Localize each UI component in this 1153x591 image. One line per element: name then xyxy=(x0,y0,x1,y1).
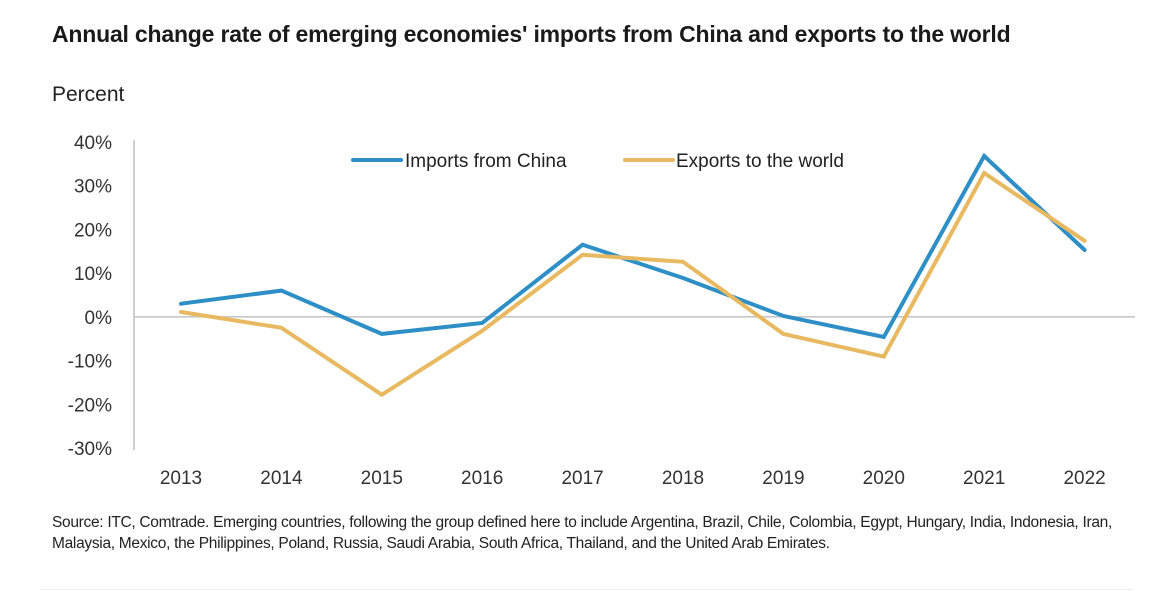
legend-label: Imports from China xyxy=(405,151,567,172)
y-tick-label: -20% xyxy=(68,395,112,416)
x-tick-label: 2019 xyxy=(762,468,804,489)
chart-subtitle: Percent xyxy=(52,83,125,106)
series-lines xyxy=(179,152,1087,398)
axes xyxy=(133,140,1135,450)
x-tick-label: 2014 xyxy=(260,468,303,489)
y-tick-label: -10% xyxy=(68,352,112,373)
y-tick-label: 30% xyxy=(74,177,112,198)
x-tick-label: 2016 xyxy=(461,468,503,489)
legend-label: Exports to the world xyxy=(676,151,844,172)
x-tick-label: 2022 xyxy=(1063,468,1105,489)
y-axis-ticks: 40% 30% 20% 10% 0% -10% -20% -30% xyxy=(68,133,112,460)
y-tick-label: 0% xyxy=(85,308,113,329)
bottom-divider xyxy=(40,589,1133,590)
chart-title: Annual change rate of emerging economies… xyxy=(52,21,1011,47)
x-tick-label: 2017 xyxy=(561,468,603,489)
legend: Imports from China Exports to the world xyxy=(351,151,844,172)
x-tick-label: 2021 xyxy=(963,468,1005,489)
series-line-imports-from-china xyxy=(179,152,1087,340)
line-chart: 40%30%20%10%0%-10%-20%-30% 2013 2014 2015 2… xyxy=(68,133,1135,489)
y-tick-label: -30% xyxy=(68,439,112,460)
source-note: Source: ITC, Comtrade. Emerging countrie… xyxy=(52,514,1112,552)
series-line-exports-to-the-world xyxy=(179,170,1087,398)
y-tick-label: 10% xyxy=(74,264,112,285)
x-axis-ticks: 2013 2014 2015 2016 2017 2018 2019 2020 2021 2022 xyxy=(160,468,1106,489)
y-tick-label: 40% xyxy=(74,133,112,154)
y-tick-label: 20% xyxy=(74,220,112,241)
x-tick-label: 2018 xyxy=(662,468,704,489)
x-tick-label: 2020 xyxy=(863,468,905,489)
x-tick-label: 2015 xyxy=(361,468,403,489)
x-tick-label: 2013 xyxy=(160,468,202,489)
